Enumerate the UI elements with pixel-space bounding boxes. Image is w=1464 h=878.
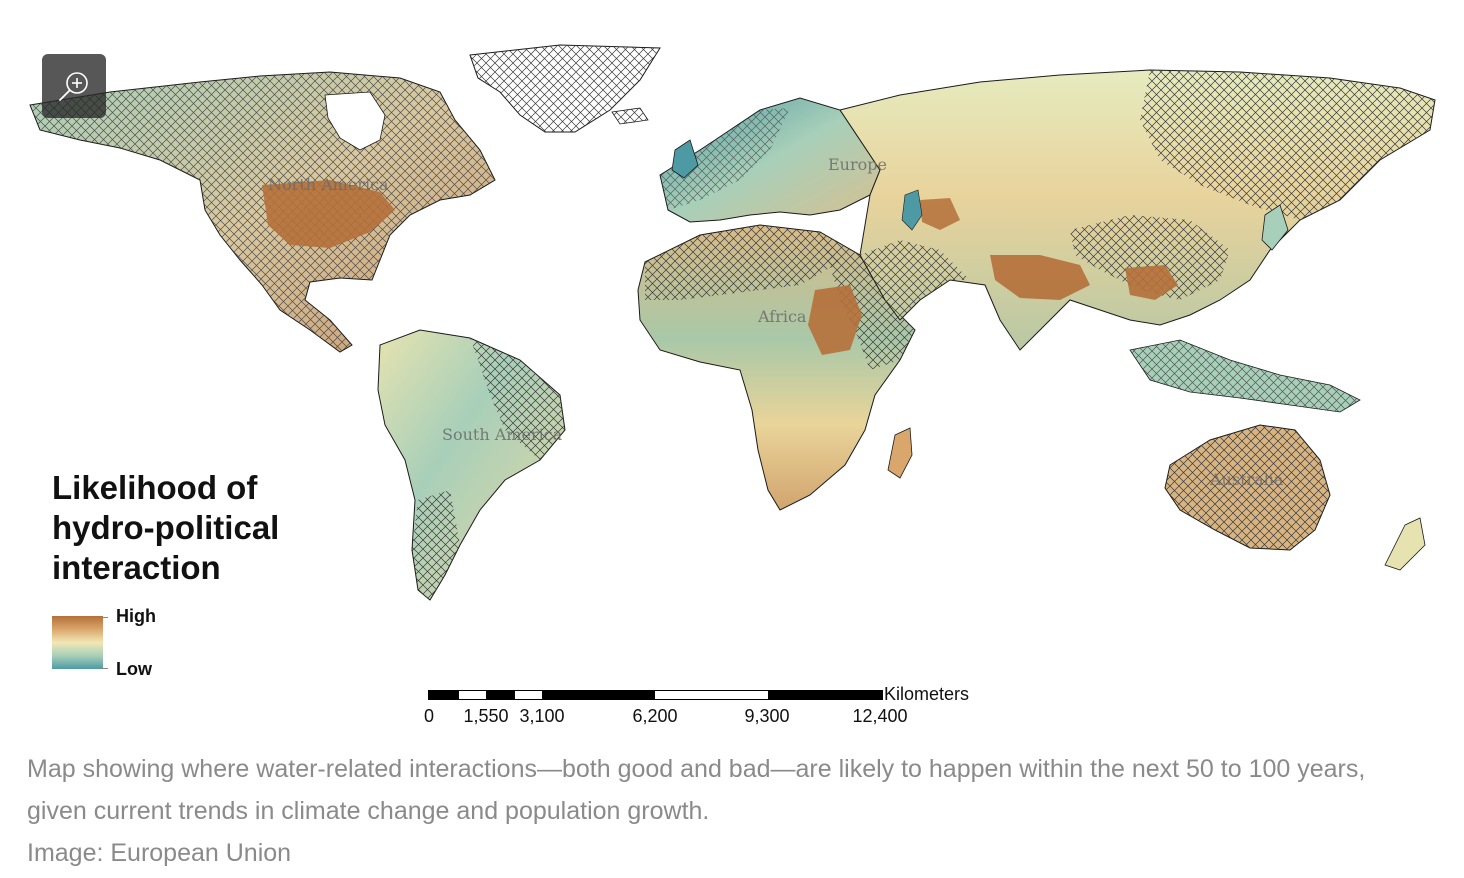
south-america-landmass (377, 329, 566, 601)
scale-tick-label: 3,100 (519, 706, 565, 726)
scale-bar (428, 690, 883, 700)
asia-high-zone-central (920, 198, 960, 230)
asia-high-zone-india (990, 255, 1090, 300)
legend-color-ramp (52, 616, 103, 669)
world-map: North America Europe Africa South Americ… (29, 44, 1436, 601)
legend-tick-low (102, 668, 108, 669)
north-america-high-zone (262, 180, 395, 248)
map-label-south-america: South America (442, 425, 563, 444)
map-label-europe: Europe (828, 155, 887, 174)
scale-segment (768, 691, 882, 699)
zoom-in-icon (59, 72, 88, 101)
hudson-bay-water (324, 91, 386, 151)
map-label-australia: Australia (1209, 470, 1284, 489)
uk-landmass (671, 139, 699, 179)
scale-tick-label: 6,200 (632, 706, 678, 726)
asia-high-zone-china (1125, 265, 1178, 300)
japan-landmass (1261, 204, 1289, 251)
scale-segment (486, 691, 515, 699)
figure-caption: Map showing where water-related interact… (27, 748, 1427, 874)
caspian-sea-water (901, 189, 923, 231)
scale-tick-label: 12,400 (852, 706, 908, 726)
scale-segment (655, 691, 768, 699)
map-label-north-america: North America (268, 175, 389, 194)
scale-segment (542, 691, 655, 699)
map-figure: North America Europe Africa South Americ… (29, 44, 1436, 726)
map-label-africa: Africa (757, 307, 807, 326)
caption-credit: Image: European Union (27, 839, 292, 867)
scale-tick-label: 0 (423, 706, 435, 726)
legend-title-line: Likelihood of (52, 469, 258, 506)
legend-high-label: High (116, 606, 156, 626)
new-zealand-landmass (1384, 517, 1426, 571)
legend-title: Likelihood of hydro-political interactio… (52, 468, 332, 588)
scale-tick-label: 1,550 (463, 706, 509, 726)
scale-segment (459, 691, 486, 699)
legend-title-line: hydro-political (52, 509, 280, 546)
caption-text: Map showing where water-related interact… (27, 755, 1366, 825)
scale-tick-label: 9,300 (744, 706, 790, 726)
legend-title-line: interaction (52, 549, 221, 586)
legend-low-label: Low (116, 659, 152, 679)
scale-segment (515, 691, 542, 699)
zoom-in-button[interactable] (42, 54, 106, 118)
legend-tick-high (102, 617, 108, 618)
africa-high-zone (808, 285, 862, 355)
scale-segment (429, 691, 459, 699)
madagascar-landmass (887, 427, 913, 479)
scale-unit-label: Kilometers (884, 684, 970, 704)
